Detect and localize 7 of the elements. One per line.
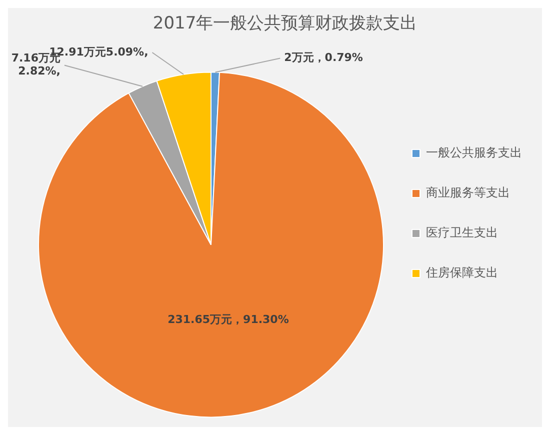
legend-label: 医疗卫生支出 (426, 226, 498, 240)
legend-label: 商业服务等支出 (426, 186, 510, 200)
data-label: 231.65万元，91.30% (168, 313, 289, 326)
chart-title: 2017年一般公共预算财政拨款支出 (152, 14, 418, 34)
data-label: 2万元，0.79% (284, 51, 363, 64)
legend-label: 住房保障支出 (425, 266, 498, 280)
legend-label: 一般公共服务支出 (426, 146, 522, 160)
